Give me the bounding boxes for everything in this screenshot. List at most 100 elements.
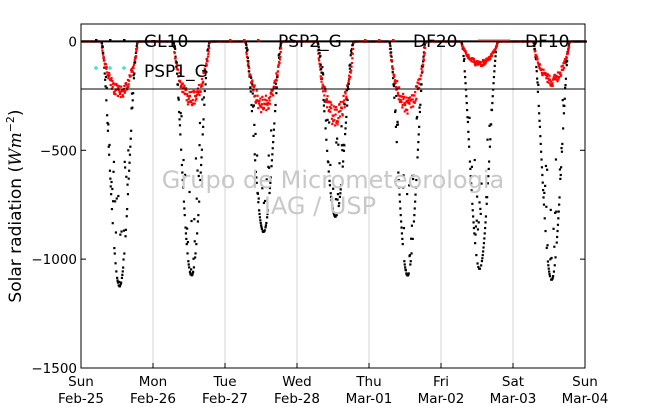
- point-gl10: [121, 270, 124, 273]
- point-df20: [110, 76, 113, 80]
- point-gl10: [186, 227, 189, 230]
- point-gl10: [408, 184, 411, 187]
- point-gl10: [267, 154, 270, 157]
- point-df20: [534, 50, 537, 53]
- point-df20: [396, 80, 399, 83]
- point-df20: [414, 99, 417, 102]
- point-gl10: [115, 270, 118, 273]
- point-df20: [108, 74, 111, 77]
- point-df20: [185, 99, 188, 102]
- point-gl10: [180, 163, 184, 167]
- point-gl10: [109, 177, 112, 180]
- point-gl10: [478, 267, 482, 270]
- point-gl10: [332, 211, 335, 214]
- point-df20: [416, 81, 419, 84]
- point-gl10: [564, 86, 567, 89]
- point-gl10: [181, 171, 184, 174]
- point-gl10: [203, 89, 206, 93]
- point-df20: [265, 109, 268, 112]
- point-df20: [120, 85, 123, 88]
- point-df20: [181, 90, 184, 93]
- point-df20: [396, 86, 399, 90]
- point-gl10: [182, 186, 185, 189]
- point-gl10: [414, 186, 418, 189]
- point-gl10: [319, 54, 322, 58]
- point-df20: [422, 64, 425, 67]
- legend-item-gl10: GL10: [95, 32, 188, 52]
- point-gl10: [266, 216, 269, 219]
- point-gl10: [119, 233, 122, 236]
- point-gl10: [484, 215, 488, 218]
- point-df20: [406, 112, 409, 115]
- point-gl10: [179, 133, 182, 136]
- point-df20: [207, 52, 210, 56]
- point-df20: [407, 99, 410, 102]
- point-gl10: [472, 226, 476, 230]
- point-df20: [185, 88, 188, 91]
- point-gl10: [479, 212, 482, 216]
- point-df20: [328, 100, 331, 103]
- point-gl10: [329, 163, 332, 167]
- point-gl10: [132, 74, 135, 77]
- point-gl10: [277, 54, 280, 57]
- point-df20: [564, 58, 568, 61]
- point-df20: [560, 74, 563, 77]
- legend-marker-psp2g: [229, 39, 260, 42]
- point-df20: [343, 99, 346, 102]
- point-gl10: [399, 214, 402, 217]
- point-gl10: [543, 191, 546, 195]
- point-gl10: [128, 161, 131, 164]
- point-gl10: [492, 82, 495, 85]
- point-gl10: [423, 43, 426, 46]
- point-gl10: [474, 242, 477, 245]
- point-df20: [186, 93, 189, 96]
- point-df20: [136, 46, 139, 49]
- point-df20: [546, 74, 549, 78]
- point-df20: [345, 97, 348, 100]
- point-gl10: [415, 178, 418, 182]
- point-gl10: [488, 124, 491, 127]
- point-gl10: [258, 209, 261, 212]
- point-gl10: [257, 201, 260, 204]
- point-gl10: [205, 71, 208, 74]
- point-df20: [327, 101, 330, 104]
- point-gl10: [462, 54, 465, 58]
- point-gl10: [412, 177, 415, 181]
- point-df20: [114, 93, 117, 96]
- point-gl10: [127, 177, 130, 180]
- point-df20: [279, 50, 282, 53]
- point-df20: [323, 94, 326, 97]
- point-gl10: [188, 190, 191, 194]
- point-gl10: [411, 174, 414, 178]
- point-gl10: [206, 49, 210, 52]
- point-df20: [177, 75, 180, 78]
- point-gl10: [552, 275, 555, 278]
- vertical-gridlines: [152, 42, 514, 368]
- point-df20: [325, 98, 328, 102]
- point-gl10: [264, 226, 267, 229]
- point-gl10: [400, 232, 404, 235]
- point-gl10: [491, 95, 494, 98]
- x-tick-label-date-2: Feb-27: [202, 391, 248, 407]
- x-tick-label-day-3: Wed: [282, 374, 311, 390]
- point-gl10: [537, 104, 540, 108]
- point-gl10: [194, 157, 198, 160]
- point-df20: [404, 101, 407, 104]
- point-df20: [260, 106, 263, 109]
- point-df20: [250, 80, 254, 83]
- point-df20: [401, 106, 404, 109]
- point-gl10: [468, 160, 472, 163]
- point-gl10: [538, 119, 541, 122]
- point-df20: [350, 69, 353, 72]
- point-gl10: [254, 159, 257, 162]
- point-gl10: [271, 147, 274, 150]
- point-gl10: [179, 112, 182, 115]
- point-df20: [394, 85, 398, 89]
- point-df20: [339, 109, 342, 113]
- point-df20: [399, 95, 402, 98]
- point-df20: [554, 76, 558, 79]
- point-df20: [119, 95, 122, 99]
- point-df20: [208, 41, 211, 44]
- point-gl10: [122, 258, 125, 261]
- point-gl10: [556, 229, 559, 233]
